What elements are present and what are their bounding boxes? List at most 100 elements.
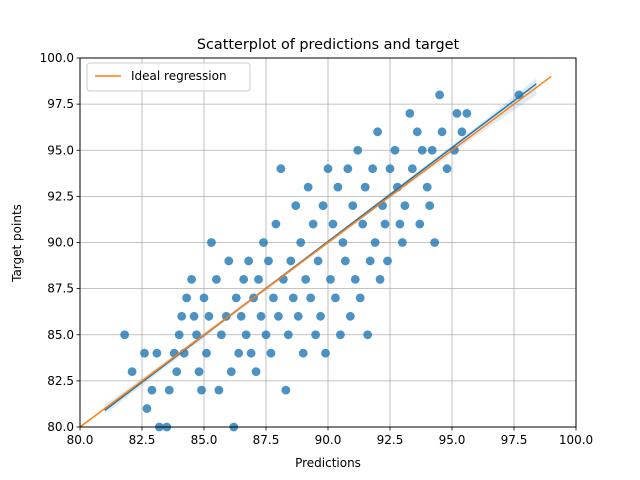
x-tick-label: 100.0 bbox=[559, 433, 593, 447]
data-point bbox=[333, 182, 343, 192]
data-point bbox=[353, 145, 363, 155]
scatter-points bbox=[120, 90, 524, 432]
data-point bbox=[390, 145, 400, 155]
data-point bbox=[360, 182, 370, 192]
data-point bbox=[301, 275, 311, 284]
data-point bbox=[204, 311, 214, 321]
data-point bbox=[303, 182, 313, 192]
data-point bbox=[437, 127, 447, 137]
data-point bbox=[197, 385, 206, 395]
y-tick-label: 82.5 bbox=[47, 374, 74, 388]
data-point bbox=[152, 348, 162, 358]
data-point bbox=[336, 330, 345, 340]
data-point bbox=[318, 201, 328, 211]
legend-box bbox=[86, 62, 251, 92]
data-point bbox=[435, 90, 444, 100]
x-tick-label: 85.0 bbox=[191, 433, 218, 447]
legend: Ideal regression bbox=[86, 62, 251, 92]
data-point bbox=[308, 219, 318, 229]
data-point bbox=[127, 367, 137, 377]
data-point bbox=[326, 275, 335, 284]
data-point bbox=[194, 367, 204, 377]
data-point bbox=[328, 219, 338, 229]
data-point bbox=[385, 164, 395, 174]
data-point bbox=[261, 330, 271, 340]
x-tick-label: 92.5 bbox=[377, 433, 404, 447]
data-point bbox=[293, 311, 303, 321]
data-point bbox=[405, 108, 415, 118]
data-point bbox=[202, 348, 211, 358]
data-point bbox=[313, 256, 323, 266]
data-point bbox=[363, 330, 373, 340]
data-point bbox=[462, 108, 472, 118]
data-point bbox=[182, 293, 192, 303]
data-point bbox=[331, 293, 340, 303]
data-point bbox=[286, 256, 296, 266]
data-point bbox=[288, 293, 298, 303]
data-point bbox=[400, 201, 410, 211]
data-point bbox=[269, 293, 278, 303]
data-point bbox=[395, 219, 405, 229]
data-point bbox=[251, 367, 261, 377]
data-point bbox=[283, 330, 293, 340]
data-point bbox=[338, 238, 348, 247]
x-tick-label: 90.0 bbox=[315, 433, 342, 447]
data-point bbox=[340, 256, 350, 266]
y-tick-label: 100.0 bbox=[40, 51, 74, 65]
data-point bbox=[365, 256, 375, 266]
data-point bbox=[212, 275, 221, 284]
data-point bbox=[380, 219, 390, 229]
data-point bbox=[192, 330, 201, 340]
data-point bbox=[174, 330, 184, 340]
data-point bbox=[348, 201, 358, 211]
data-point bbox=[383, 256, 392, 266]
data-point bbox=[120, 330, 130, 340]
data-point bbox=[226, 367, 236, 377]
data-point bbox=[274, 311, 283, 321]
legend-label-ideal-regression: Ideal regression bbox=[131, 69, 227, 83]
x-tick-label: 95.0 bbox=[439, 433, 466, 447]
y-tick-label: 87.5 bbox=[47, 282, 74, 296]
data-point bbox=[350, 275, 360, 284]
data-point bbox=[199, 293, 209, 303]
data-point bbox=[164, 385, 174, 395]
data-point bbox=[407, 164, 417, 174]
data-point bbox=[244, 256, 254, 266]
data-point bbox=[234, 348, 244, 358]
data-point bbox=[311, 330, 320, 340]
line-layer bbox=[79, 75, 552, 428]
data-point bbox=[355, 293, 365, 303]
data-point bbox=[415, 219, 425, 229]
data-point bbox=[147, 385, 157, 395]
y-tick-label: 97.5 bbox=[47, 97, 74, 111]
data-point bbox=[221, 311, 231, 321]
y-tick-label: 80.0 bbox=[47, 420, 74, 434]
data-point bbox=[224, 256, 234, 266]
y-tick-label: 85.0 bbox=[47, 328, 74, 342]
data-point bbox=[271, 219, 281, 229]
data-point bbox=[281, 385, 291, 395]
x-tick-label: 87.5 bbox=[253, 433, 280, 447]
data-point bbox=[427, 145, 437, 155]
y-tick-label: 90.0 bbox=[47, 236, 74, 250]
data-point bbox=[343, 164, 353, 174]
x-tick-label: 82.5 bbox=[129, 433, 156, 447]
data-point bbox=[306, 293, 316, 303]
data-point bbox=[276, 164, 286, 174]
data-point bbox=[375, 275, 385, 284]
data-point bbox=[266, 348, 276, 358]
data-point bbox=[514, 90, 524, 100]
data-point bbox=[452, 108, 462, 118]
data-point bbox=[187, 275, 197, 284]
x-tick-label: 97.5 bbox=[501, 433, 528, 447]
data-point bbox=[256, 311, 266, 321]
data-point bbox=[442, 164, 452, 174]
data-point bbox=[214, 385, 224, 395]
data-point bbox=[140, 348, 149, 358]
x-axis-label: Predictions bbox=[295, 456, 361, 470]
data-point bbox=[370, 238, 380, 247]
data-point bbox=[241, 330, 251, 340]
ideal-regression-line bbox=[79, 75, 552, 428]
ticks: 80.0 82.5 85.0 87.5 90.0 92.5 95.0 97.5 100.0 80.… bbox=[40, 51, 594, 447]
